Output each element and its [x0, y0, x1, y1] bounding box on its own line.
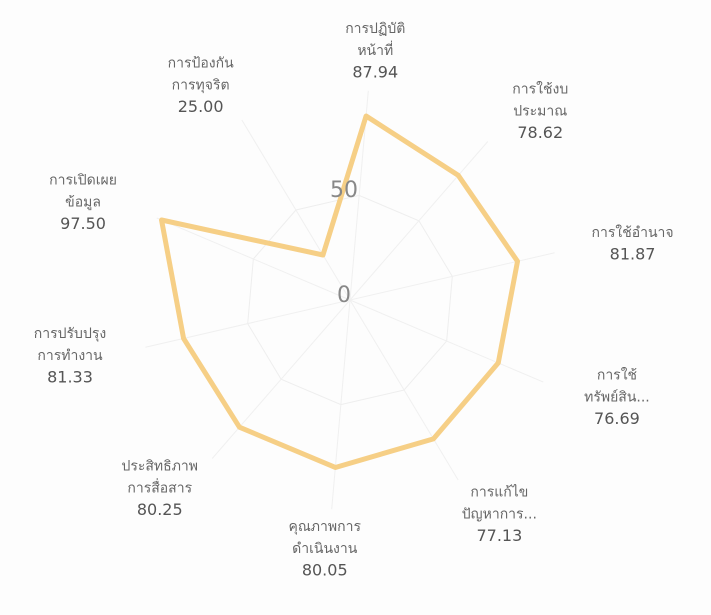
value-label: 87.94	[352, 62, 398, 81]
spoke	[349, 299, 459, 481]
axis-label: การใช้	[597, 367, 637, 384]
axis-label: ดำเนินงาน	[292, 541, 358, 557]
axis-label: คุณภาพการ	[288, 519, 361, 535]
spoke	[156, 217, 351, 301]
spoke	[349, 252, 555, 301]
spoke	[349, 299, 544, 383]
value-label: 77.13	[476, 526, 522, 545]
axis-label: การใช้อำนาจ	[592, 224, 674, 241]
axis-label: ปัญหาการ...	[462, 506, 537, 522]
axis-label: ข้อมูล	[65, 194, 101, 210]
axis-label: การป้องกัน	[168, 56, 234, 72]
value-label: 78.62	[517, 123, 563, 142]
axis-label: หน้าที่	[357, 41, 393, 59]
spoke	[331, 299, 351, 510]
axis-label: ประมาณ	[513, 103, 567, 119]
value-label: 76.69	[594, 409, 640, 428]
value-label: 25.00	[178, 97, 224, 116]
axis-label: การแก้ไข	[470, 483, 528, 500]
radar-line	[159, 113, 521, 470]
axis-label: ทรัพย์สิน...	[584, 389, 650, 406]
value-label: 97.50	[60, 214, 106, 233]
axis-label: การใช้งบ	[512, 80, 568, 97]
spoke	[211, 299, 351, 459]
axis-label: การทุจริต	[172, 78, 230, 94]
axis-label: การปฏิบัติ	[345, 21, 405, 37]
value-label: 81.33	[47, 368, 93, 387]
axis-label: การปรับปรุง	[34, 326, 106, 342]
spoke	[145, 299, 351, 348]
axis-label: การเปิดเผย	[49, 172, 117, 188]
value-label: 81.87	[610, 244, 656, 263]
axis-label: การสื่อสาร	[127, 479, 192, 497]
spoke	[349, 141, 489, 301]
axis-label: การทำงาน	[37, 348, 103, 364]
value-label: 80.25	[137, 500, 183, 519]
value-label: 80.05	[302, 561, 348, 580]
tick-label: 0	[337, 283, 351, 308]
spoke	[241, 119, 351, 301]
tick-label: 50	[330, 178, 358, 203]
axis-label: ประสิทธิภาพ	[121, 459, 198, 475]
